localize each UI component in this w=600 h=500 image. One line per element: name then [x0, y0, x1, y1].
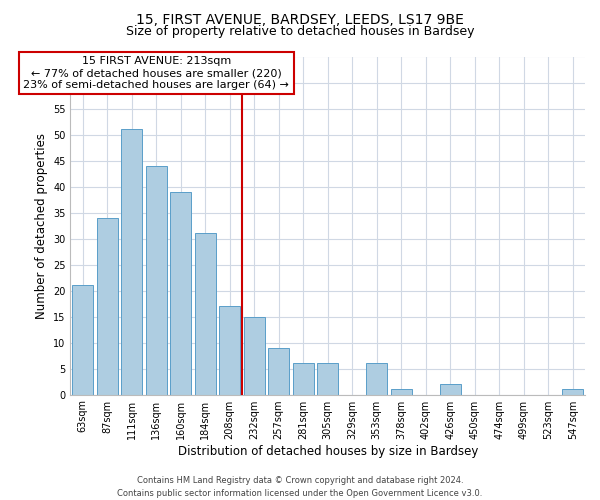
Y-axis label: Number of detached properties: Number of detached properties	[35, 132, 47, 318]
Text: Contains HM Land Registry data © Crown copyright and database right 2024.
Contai: Contains HM Land Registry data © Crown c…	[118, 476, 482, 498]
Bar	[195, 234, 215, 394]
Bar	[367, 364, 387, 394]
Bar	[219, 306, 240, 394]
Text: 15 FIRST AVENUE: 213sqm
← 77% of detached houses are smaller (220)
23% of semi-d: 15 FIRST AVENUE: 213sqm ← 77% of detache…	[23, 56, 289, 90]
Bar	[562, 390, 583, 394]
Bar	[391, 390, 412, 394]
Text: Size of property relative to detached houses in Bardsey: Size of property relative to detached ho…	[126, 25, 474, 38]
Bar	[440, 384, 461, 394]
Bar	[170, 192, 191, 394]
Bar	[317, 364, 338, 394]
Bar	[293, 364, 314, 394]
Bar	[121, 130, 142, 394]
Text: 15, FIRST AVENUE, BARDSEY, LEEDS, LS17 9BE: 15, FIRST AVENUE, BARDSEY, LEEDS, LS17 9…	[136, 12, 464, 26]
Bar	[244, 316, 265, 394]
Bar	[97, 218, 118, 394]
Bar	[146, 166, 167, 394]
Bar	[268, 348, 289, 395]
Bar	[72, 286, 93, 395]
X-axis label: Distribution of detached houses by size in Bardsey: Distribution of detached houses by size …	[178, 444, 478, 458]
